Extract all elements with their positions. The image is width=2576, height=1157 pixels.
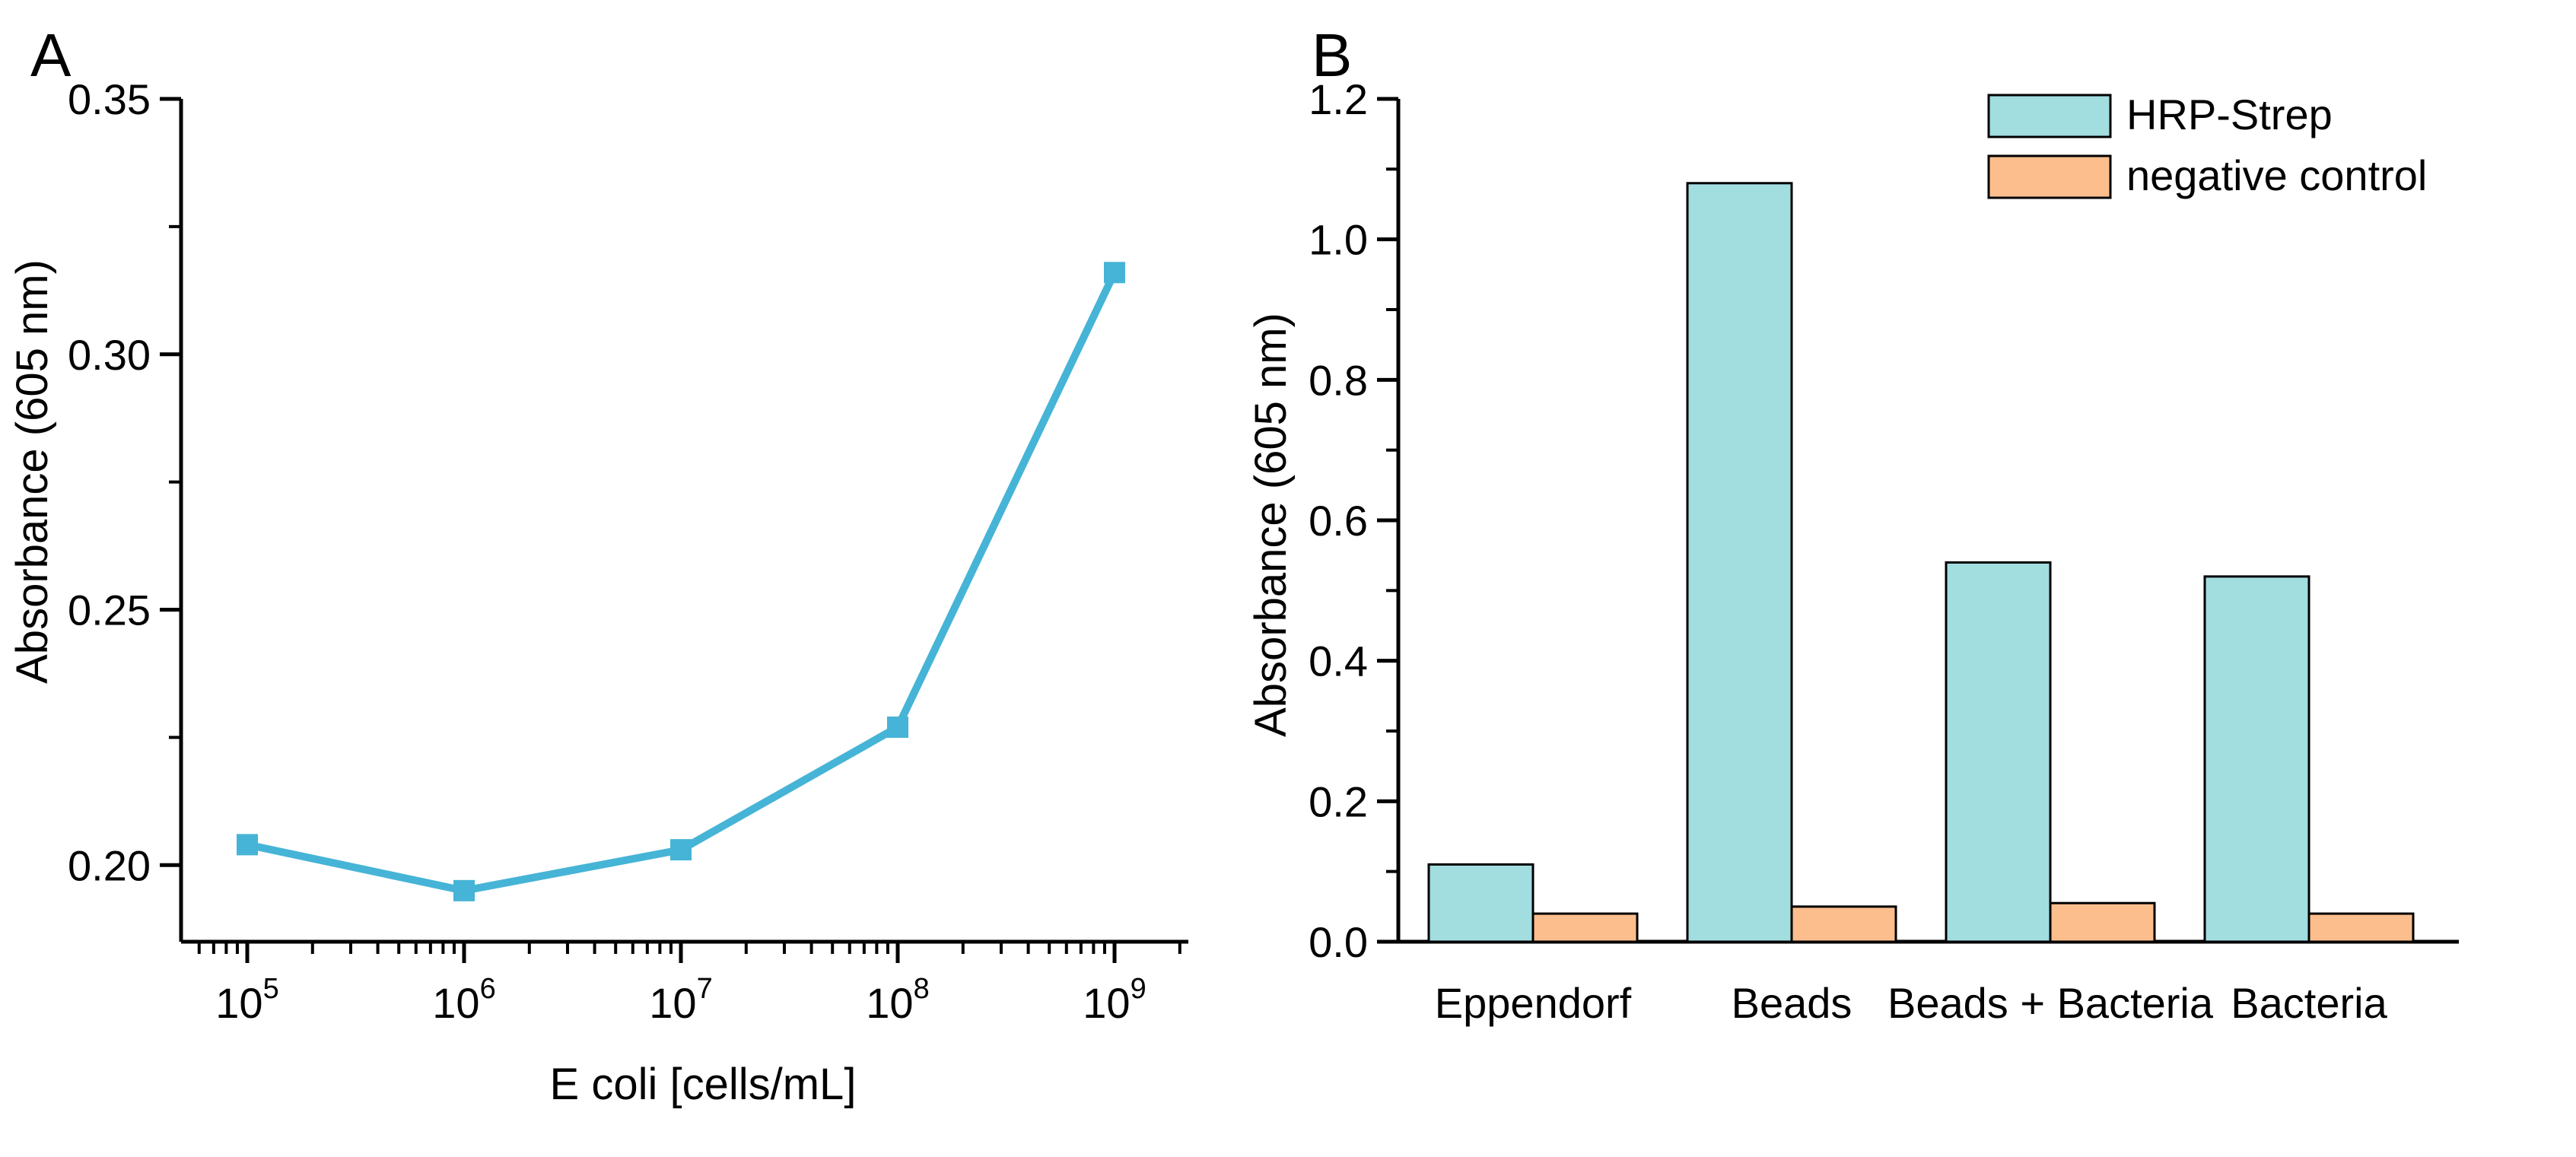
panel-a-x-tick-label: 108 — [866, 973, 929, 1027]
bar-beads-bacteria-negative-control — [2049, 901, 2156, 943]
panel-a-line-chart: A 0.20 0.25 0.30 0.35 105 106 107 108 109 E col… — [8, 21, 1188, 1109]
panel-b-y-tick-label: 1.0 — [1309, 216, 1368, 264]
bar-bacteria-hrp-strep — [2203, 575, 2310, 943]
panel-b-x-tick-label: Bacteria — [2231, 979, 2387, 1027]
panel-a-data-point — [237, 834, 258, 856]
panel-a-x-tick-label: 106 — [432, 973, 495, 1027]
panel-b-y-axis-label: Absorbance (605 nm) — [1246, 313, 1296, 737]
panel-b-x-tick-label: Beads — [1732, 979, 1852, 1027]
panel-b-label: B — [1312, 21, 1352, 89]
panel-a-x-tick-label: 109 — [1083, 973, 1146, 1027]
panel-a-y-tick-label: 0.25 — [68, 586, 151, 634]
panel-a-y-tick-label: 0.35 — [68, 75, 151, 123]
panel-b-x-tick-label: Eppendorf — [1435, 979, 1632, 1027]
panel-a-x-axis-label: E coli [cells/mL] — [550, 1060, 857, 1109]
panel-a-x-tick-label: 105 — [215, 973, 278, 1027]
panel-b-y-tick-label: 0.4 — [1309, 637, 1368, 685]
panel-a-data-point — [453, 879, 475, 901]
panel-b-y-tick-label: 0.0 — [1309, 918, 1368, 966]
bar-bacteria-negative-control — [2307, 912, 2415, 943]
panel-b-y-tick-label: 0.6 — [1309, 497, 1368, 545]
bar-eppendorf-negative-control — [1531, 912, 1639, 943]
panel-b-y-tick-label: 1.2 — [1309, 75, 1368, 123]
panel-a-data-point — [887, 716, 908, 738]
panel-a-x-tick-label: 107 — [649, 973, 712, 1027]
bar-beads-bacteria-hrp-strep — [1945, 561, 2052, 943]
panel-a-data-point — [670, 839, 692, 861]
panel-b-legend: HRP-Strep negative control — [1987, 91, 2427, 199]
legend-swatch-negative-control — [1987, 154, 2112, 199]
panel-b-x-tick-label: Beads + Bacteria — [1887, 979, 2214, 1027]
panel-a-data-point — [1104, 262, 1125, 284]
panel-b-y-tick-label: 0.8 — [1309, 356, 1368, 404]
panel-a-y-tick-label: 0.30 — [68, 331, 151, 379]
legend-swatch-hrp-strep — [1987, 94, 2112, 138]
panel-a-y-axis-label: Absorbance (605 nm) — [8, 259, 57, 684]
panel-a-series-line — [246, 271, 1118, 895]
bar-beads-negative-control — [1790, 905, 1897, 943]
bar-eppendorf-hrp-strep — [1427, 863, 1534, 943]
bar-beads-hrp-strep — [1686, 182, 1793, 943]
legend-label-negative-control: negative control — [2126, 151, 2427, 199]
panel-a-y-tick-label: 0.20 — [68, 841, 151, 889]
panel-b-bar-chart: B 0.0 0.2 0.4 0.6 0.8 1.0 1.2 Eppendorf Beads Be… — [1246, 21, 2459, 1027]
panel-b-y-tick-label: 0.2 — [1309, 777, 1368, 825]
panel-a-label: A — [30, 21, 72, 89]
legend-label-hrp-strep: HRP-Strep — [2126, 91, 2333, 138]
